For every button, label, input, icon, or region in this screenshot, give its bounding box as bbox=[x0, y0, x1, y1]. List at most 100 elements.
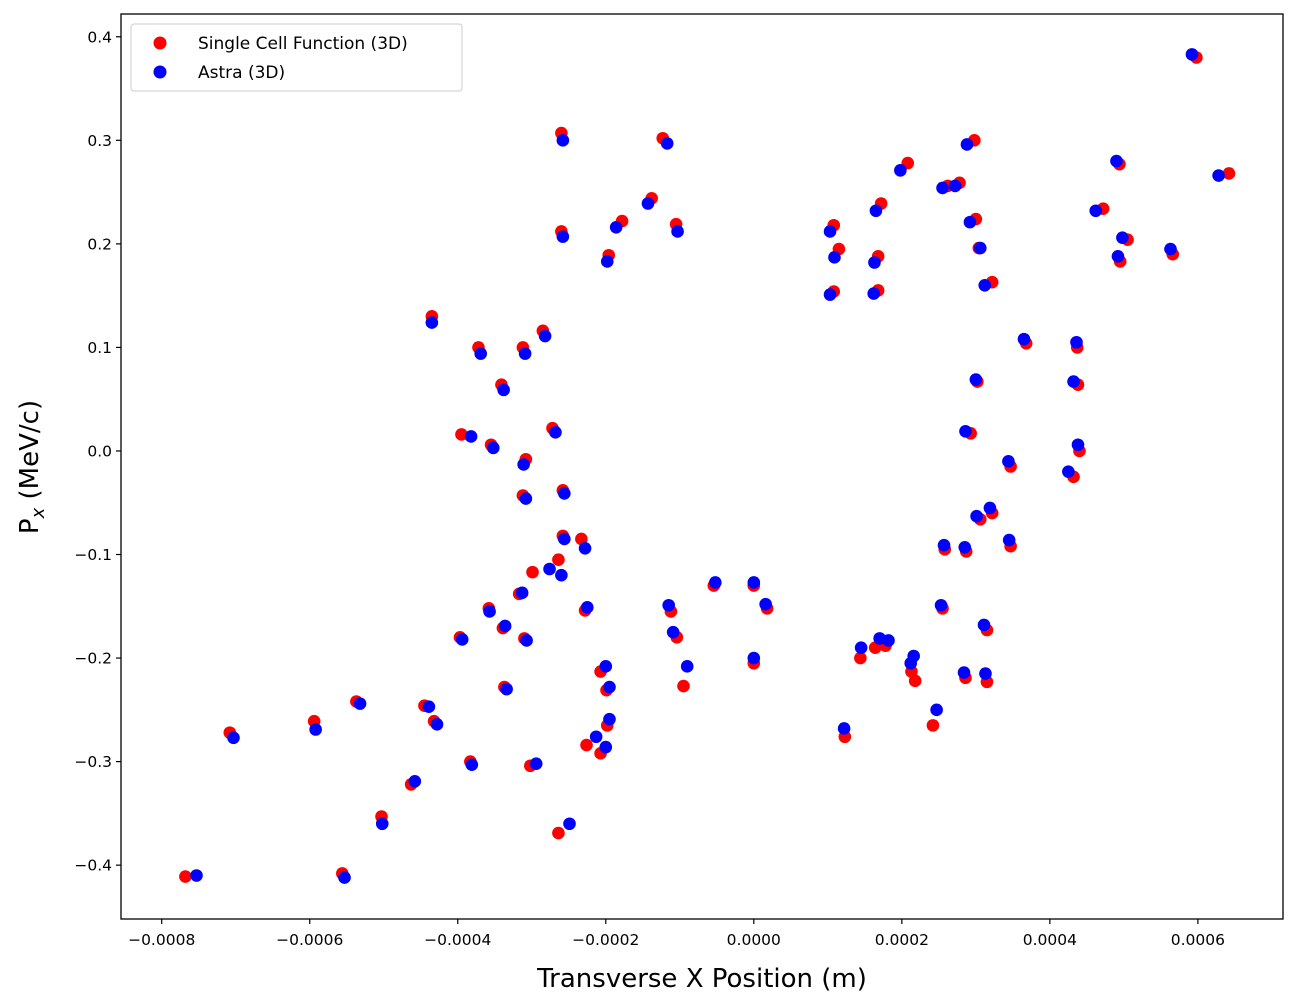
data-point bbox=[823, 288, 837, 301]
data-point bbox=[529, 757, 543, 770]
data-point bbox=[517, 458, 530, 471]
data-point bbox=[854, 651, 867, 665]
data-point bbox=[1002, 533, 1016, 547]
data-point bbox=[868, 641, 882, 655]
data-point bbox=[960, 138, 974, 151]
data-point bbox=[599, 740, 613, 754]
y-tick-label: 0.4 bbox=[87, 28, 112, 46]
data-point bbox=[868, 256, 881, 269]
x-axis-label: Transverse X Position (m) bbox=[536, 964, 867, 994]
data-point bbox=[599, 660, 613, 673]
data-point bbox=[867, 287, 881, 300]
data-point bbox=[190, 869, 203, 882]
data-point bbox=[538, 329, 552, 343]
data-point bbox=[309, 723, 322, 736]
y-axis-label-main: P bbox=[15, 518, 45, 534]
points-layer bbox=[179, 48, 1236, 884]
data-point bbox=[600, 255, 614, 268]
y-axis-label: Px (MeV/c) bbox=[15, 400, 49, 534]
legend-marker-astra bbox=[153, 65, 167, 79]
data-point bbox=[854, 641, 868, 655]
data-point bbox=[837, 722, 851, 735]
data-point bbox=[603, 680, 616, 694]
data-point bbox=[549, 426, 562, 439]
data-point bbox=[930, 703, 943, 717]
data-point bbox=[408, 774, 422, 788]
data-point bbox=[894, 164, 907, 177]
y-tick-label: 0.1 bbox=[87, 339, 112, 357]
data-point bbox=[957, 666, 971, 679]
data-point bbox=[558, 532, 571, 546]
data-point bbox=[1222, 167, 1236, 180]
data-point bbox=[641, 197, 655, 210]
x-tick-label: −0.0006 bbox=[276, 931, 343, 949]
data-point bbox=[555, 568, 568, 582]
data-point bbox=[904, 656, 918, 670]
data-point bbox=[515, 586, 529, 600]
y-tick-label: 0.0 bbox=[87, 442, 112, 460]
y-tick-label: −0.1 bbox=[74, 546, 112, 564]
data-point bbox=[483, 605, 496, 618]
data-point bbox=[934, 598, 948, 612]
data-point bbox=[543, 562, 556, 576]
legend-label-single-cell: Single Cell Function (3D) bbox=[198, 34, 408, 54]
data-point bbox=[556, 134, 570, 147]
data-point bbox=[977, 618, 991, 632]
data-point bbox=[556, 230, 570, 243]
data-point bbox=[519, 492, 533, 505]
data-point bbox=[474, 347, 488, 360]
y-axis: −0.4 −0.3 −0.2 −0.1 0.0 0.1 0.2 0.3 0.4 bbox=[74, 28, 121, 875]
legend: Single Cell Function (3D) Astra (3D) bbox=[130, 23, 463, 92]
data-point bbox=[979, 667, 992, 680]
data-point bbox=[455, 633, 469, 646]
data-point bbox=[526, 565, 539, 579]
data-point bbox=[580, 738, 593, 752]
legend-box bbox=[130, 23, 463, 92]
data-point bbox=[558, 487, 571, 500]
series-astra bbox=[190, 48, 1225, 884]
x-axis: −0.0008 −0.0006 −0.0004 −0.0002 0.0000 0.0002… bbox=[128, 919, 1225, 949]
x-tick-label: −0.0004 bbox=[424, 931, 491, 949]
data-point bbox=[1070, 335, 1083, 349]
y-axis-label-unit: (MeV/c) bbox=[15, 400, 45, 508]
data-point bbox=[580, 601, 594, 614]
data-point bbox=[563, 817, 576, 831]
data-point bbox=[1212, 169, 1225, 182]
data-point bbox=[552, 826, 565, 840]
x-tick-label: 0.0006 bbox=[1171, 931, 1225, 949]
data-point bbox=[486, 441, 500, 455]
data-point bbox=[759, 597, 772, 611]
data-point bbox=[978, 278, 992, 292]
data-point bbox=[747, 576, 761, 589]
data-point bbox=[500, 682, 513, 696]
data-point bbox=[958, 540, 972, 554]
data-point bbox=[677, 679, 690, 693]
data-point bbox=[963, 215, 977, 229]
data-point bbox=[1062, 465, 1075, 478]
data-point bbox=[603, 712, 616, 726]
y-tick-label: −0.2 bbox=[74, 650, 112, 668]
data-point bbox=[959, 424, 972, 438]
data-point bbox=[680, 660, 694, 673]
data-point bbox=[926, 719, 940, 732]
data-point bbox=[970, 509, 983, 523]
data-point bbox=[498, 619, 512, 633]
data-point bbox=[1110, 154, 1123, 168]
data-point bbox=[227, 731, 240, 745]
data-point bbox=[425, 316, 439, 329]
y-tick-label: 0.3 bbox=[87, 132, 112, 150]
y-tick-label: 0.2 bbox=[87, 235, 112, 253]
data-point bbox=[179, 870, 192, 883]
data-point bbox=[430, 718, 444, 731]
data-point bbox=[969, 373, 983, 386]
data-point bbox=[1185, 48, 1199, 61]
data-point bbox=[1067, 375, 1080, 388]
data-point bbox=[983, 501, 997, 515]
data-point bbox=[353, 697, 367, 710]
data-point bbox=[552, 553, 565, 566]
data-point bbox=[518, 347, 532, 360]
data-point bbox=[666, 625, 680, 639]
data-point bbox=[937, 538, 951, 552]
data-point bbox=[497, 383, 510, 397]
data-point bbox=[578, 542, 592, 555]
